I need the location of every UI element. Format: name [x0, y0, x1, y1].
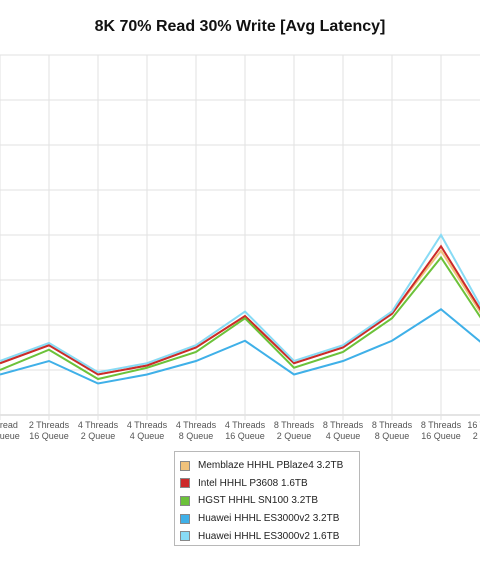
series-lines	[0, 233, 480, 385]
series-line	[0, 244, 480, 376]
x-tick-label: 8 Threads 4 Queue	[323, 420, 364, 441]
x-tick-label: 4 Threads 2 Queue	[78, 420, 119, 441]
legend-item[interactable]: Memblaze HHHL PBlaze4 3.2TB	[175, 457, 359, 475]
legend-item[interactable]: Huawei HHHL ES3000v2 3.2TB	[175, 510, 359, 528]
legend-swatch	[180, 478, 190, 489]
x-tick-label: 8 Threads 2 Queue	[274, 420, 315, 441]
x-tick-label: 4 Threads 16 Queue	[225, 420, 266, 441]
legend-item[interactable]: Intel HHHL P3608 1.6TB	[175, 475, 359, 493]
legend-label: Memblaze HHHL PBlaze4 3.2TB	[198, 460, 344, 472]
legend-swatch	[180, 460, 190, 471]
legend-label: HGST HHHL SN100 3.2TB	[198, 495, 319, 507]
x-tick-label: 4 Threads 4 Queue	[127, 420, 168, 441]
legend-swatch	[180, 495, 190, 506]
x-tick-label: 8 Threads 16 Queue	[421, 420, 462, 441]
grid-lines	[0, 54, 480, 420]
legend-label: Huawei HHHL ES3000v2 1.6TB	[198, 530, 340, 542]
legend: Memblaze HHHL PBlaze4 3.2TB Intel HHHL P3…	[174, 451, 360, 546]
x-tick-label: 1 Thread16 Queue	[0, 420, 20, 441]
x-tick-label: 2 Threads 16 Queue	[29, 420, 70, 441]
legend-label: Huawei HHHL ES3000v2 3.2TB	[198, 513, 340, 525]
legend-swatch	[180, 531, 190, 542]
legend-item[interactable]: HGST HHHL SN100 3.2TB	[175, 492, 359, 510]
legend-swatch	[180, 513, 190, 524]
legend-item[interactable]: Huawei HHHL ES3000v2 1.6TB	[175, 527, 359, 545]
series-line	[0, 308, 480, 385]
x-tick-label: 4 Threads 8 Queue	[176, 420, 217, 441]
chart-title: 8K 70% Read 30% Write [Avg Latency]	[94, 18, 386, 35]
x-tick-label: 8 Threads 8 Queue	[372, 420, 413, 441]
legend-label: Intel HHHL P3608 1.6TB	[198, 477, 308, 489]
series-line	[0, 255, 480, 381]
series-line	[0, 233, 480, 374]
